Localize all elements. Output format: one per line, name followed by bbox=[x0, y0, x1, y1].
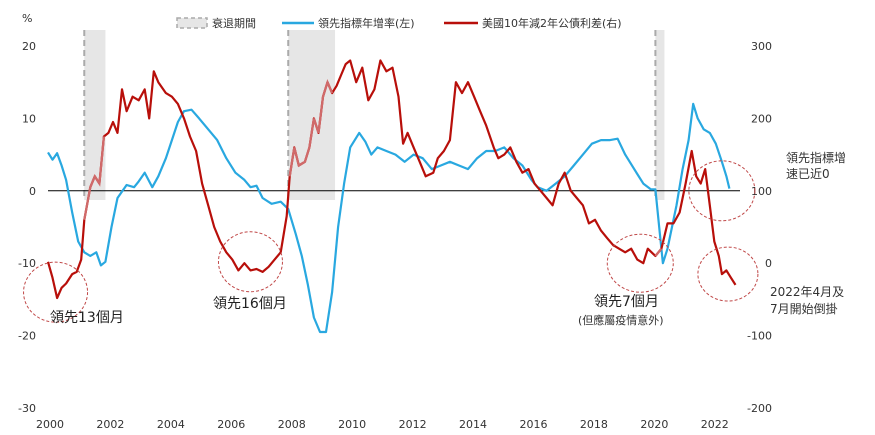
right-tick-label: 200 bbox=[751, 112, 772, 125]
annotation-circle-5 bbox=[697, 246, 759, 302]
x-tick-label: 2010 bbox=[338, 418, 366, 431]
left-axis-unit: % bbox=[22, 12, 32, 25]
x-tick-label: 2000 bbox=[36, 418, 64, 431]
annotation-circle-1 bbox=[23, 261, 89, 323]
yield-spread-recession-segment bbox=[654, 248, 663, 257]
right-axis-ticks: 300 200 100 0 -100 -200 bbox=[747, 40, 772, 415]
right-tick-label: 100 bbox=[751, 185, 772, 198]
recession-shading bbox=[83, 30, 665, 200]
left-tick-label: 0 bbox=[29, 185, 36, 198]
x-tick-label: 2016 bbox=[519, 418, 547, 431]
leading-index-line bbox=[47, 102, 731, 334]
legend-blue-label: 領先指標年增率(左) bbox=[318, 16, 415, 30]
annotation-leading-near-zero-line2: 速已近0 bbox=[786, 167, 830, 181]
annotation-lead-7-note: (但應屬疫情意外) bbox=[578, 313, 664, 327]
x-tick-label: 2002 bbox=[96, 418, 124, 431]
annotation-lead-16: 領先16個月 bbox=[213, 295, 287, 312]
x-tick-label: 2008 bbox=[278, 418, 306, 431]
recession-band-3 bbox=[655, 30, 665, 200]
right-tick-label: 300 bbox=[751, 40, 772, 53]
left-axis-ticks: 20 10 0 -10 -20 -30 bbox=[18, 40, 36, 415]
left-tick-label: -10 bbox=[18, 257, 36, 270]
annotation-lead-13: 領先13個月 bbox=[50, 309, 124, 326]
annotation-lead-7: 領先7個月 bbox=[594, 293, 659, 310]
annotations: 領先13個月 領先16個月 領先7個月 (但應屬疫情意外) 領先指標增 速已近0… bbox=[23, 150, 846, 327]
right-tick-label: 0 bbox=[765, 257, 772, 270]
right-tick-label: -100 bbox=[747, 330, 772, 343]
x-tick-label: 2018 bbox=[580, 418, 608, 431]
annotation-leading-near-zero-line1: 領先指標增 bbox=[786, 150, 846, 165]
x-tick-label: 2004 bbox=[157, 418, 185, 431]
annotation-inversion-line2: 7月開始倒掛 bbox=[770, 301, 838, 316]
left-tick-label: -30 bbox=[18, 402, 36, 415]
legend-recession-label: 衰退期間 bbox=[212, 16, 256, 30]
legend-recession-swatch bbox=[176, 17, 208, 29]
left-tick-label: -20 bbox=[18, 330, 36, 343]
legend-red-label: 美國10年減2年公債利差(右) bbox=[482, 16, 622, 30]
annotation-circle-4 bbox=[688, 160, 756, 222]
yield-spread-line bbox=[46, 59, 737, 300]
annotation-circle-2 bbox=[217, 231, 283, 293]
recession-band-1 bbox=[84, 30, 106, 200]
right-tick-label: -200 bbox=[747, 402, 772, 415]
yield-spread-recession-segment bbox=[83, 136, 105, 220]
yield-spread-recession-segment bbox=[288, 78, 334, 177]
x-axis-ticks: 2000 2002 2004 2006 2008 2010 2012 2014 2016 2018… bbox=[36, 418, 729, 431]
annotation-inversion-line1: 2022年4月及 bbox=[770, 285, 844, 299]
x-tick-label: 2012 bbox=[399, 418, 427, 431]
legend: 衰退期間 領先指標年增率(左) 美國10年減2年公債利差(右) bbox=[176, 16, 622, 30]
left-tick-label: 20 bbox=[22, 40, 36, 53]
x-tick-label: 2006 bbox=[217, 418, 245, 431]
left-tick-label: 10 bbox=[22, 112, 36, 125]
x-tick-label: 2014 bbox=[459, 418, 487, 431]
x-tick-label: 2022 bbox=[701, 418, 729, 431]
series bbox=[46, 59, 737, 334]
recession-band-2 bbox=[288, 30, 336, 200]
x-tick-label: 2020 bbox=[640, 418, 668, 431]
annotation-circle-3 bbox=[606, 233, 674, 293]
